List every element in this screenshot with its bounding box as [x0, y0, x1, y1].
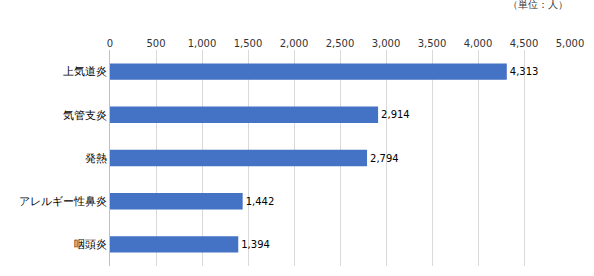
svg-text:4,313: 4,313 — [510, 66, 539, 77]
svg-text:500: 500 — [146, 38, 165, 49]
svg-text:1,500: 1,500 — [234, 38, 263, 49]
svg-text:5,000: 5,000 — [556, 38, 585, 49]
svg-text:1,000: 1,000 — [188, 38, 217, 49]
svg-text:1,442: 1,442 — [246, 196, 275, 207]
svg-text:4,500: 4,500 — [510, 38, 539, 49]
svg-text:3,000: 3,000 — [372, 38, 401, 49]
svg-text:0: 0 — [107, 38, 113, 49]
svg-text:2,500: 2,500 — [326, 38, 355, 49]
svg-text:1,394: 1,394 — [241, 239, 270, 250]
svg-text:（単位：人）: （単位：人） — [508, 0, 568, 10]
svg-text:4,000: 4,000 — [464, 38, 493, 49]
svg-text:2,000: 2,000 — [280, 38, 309, 49]
svg-text:気管支炎: 気管支炎 — [63, 109, 107, 122]
svg-text:3,500: 3,500 — [418, 38, 447, 49]
svg-text:上気道炎: 上気道炎 — [63, 65, 107, 78]
svg-text:発熱: 発熱 — [85, 152, 107, 165]
svg-text:2,914: 2,914 — [381, 109, 410, 120]
svg-text:咽頭炎: 咽頭炎 — [74, 238, 107, 251]
svg-text:アレルギー性鼻炎: アレルギー性鼻炎 — [19, 195, 107, 208]
svg-text:2,794: 2,794 — [370, 153, 399, 164]
